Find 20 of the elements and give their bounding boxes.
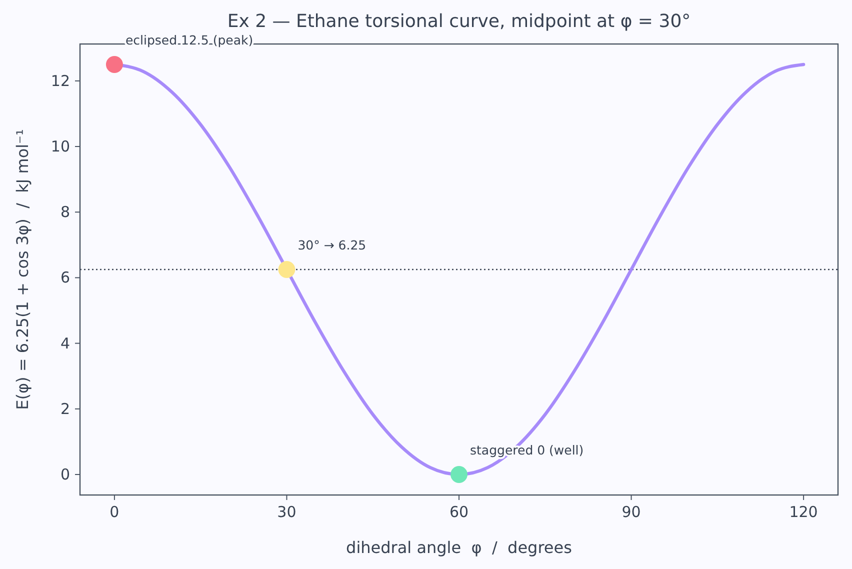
y-tick-label: 6 [60, 268, 70, 287]
chart-title: Ex 2 — Ethane torsional curve, midpoint at φ = 30° [227, 11, 691, 32]
annotation: eclipsed 12.5 (peak) [125, 32, 254, 48]
x-tick-label: 90 [622, 503, 641, 521]
y-tick-label: 2 [60, 400, 70, 418]
x-tick-label: 120 [789, 503, 818, 521]
y-tick-label: 10 [50, 138, 70, 156]
x-tick-label: 60 [449, 503, 469, 521]
x-tick-label: 30 [277, 503, 296, 521]
point [106, 56, 123, 73]
y-tick-label: 12 [50, 72, 70, 90]
x-axis-title: dihedral angle φ / degrees [346, 538, 572, 557]
point [450, 466, 468, 483]
x-tick-label: 0 [110, 503, 120, 521]
y-tick-label: 0 [60, 466, 70, 484]
point [278, 261, 296, 278]
annotation: 30° → 6.25 [298, 238, 366, 252]
y-axis-title: E(φ) = 6.25(1 + cos 3φ) / kJ mol⁻¹ [13, 129, 32, 410]
y-tick-label: 4 [60, 334, 70, 352]
y-tick-label: 8 [60, 203, 70, 222]
